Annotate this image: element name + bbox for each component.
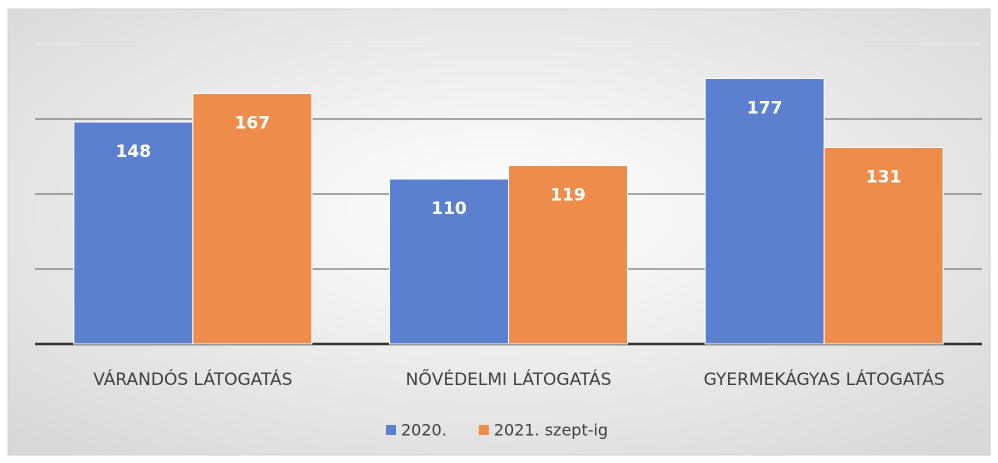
legend-label: 2020.	[401, 421, 447, 440]
data-label: 177	[747, 99, 783, 119]
bar	[192, 93, 313, 345]
x-tick-label: VÁRANDÓS LÁTOGATÁS	[93, 368, 292, 390]
data-label: 148	[116, 142, 152, 162]
bar	[704, 78, 825, 345]
bar	[508, 165, 628, 345]
data-label: 119	[550, 186, 586, 206]
bar	[73, 121, 194, 345]
data-label: 131	[866, 168, 902, 188]
x-tick-label: NŐVÉDELMI LÁTOGATÁS	[406, 368, 612, 390]
data-label: 167	[235, 114, 271, 134]
bar	[823, 147, 944, 345]
legend-swatch	[478, 425, 489, 435]
data-label: 110	[431, 199, 467, 219]
legend-label: 2021. szept-ig	[494, 421, 608, 440]
x-tick-label: GYERMEKÁGYAS LÁTOGATÁS	[704, 368, 945, 390]
legend-swatch	[386, 425, 396, 435]
bar	[389, 178, 509, 345]
